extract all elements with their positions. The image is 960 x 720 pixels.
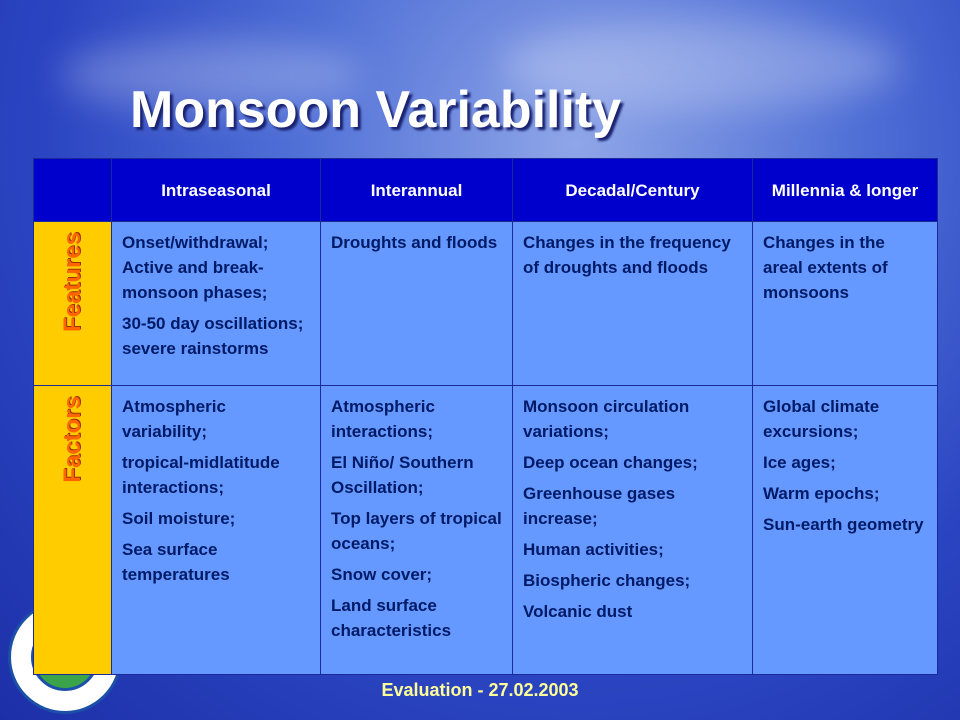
cell-text: El Niño/ Southern Oscillation; <box>331 452 474 497</box>
cell-text: Soil moisture; <box>122 508 236 528</box>
table-body: Features Onset/withdrawal; Active and bre… <box>33 221 938 676</box>
cell-text: Sea surface temperatures <box>122 539 230 584</box>
cell-text: Atmospheric interactions; <box>331 396 435 441</box>
column-header: Intraseasonal <box>111 158 321 222</box>
table-row: Features Onset/withdrawal; Active and bre… <box>33 221 938 386</box>
table-cell: Monsoon circulation variations; Deep ocea… <box>512 384 753 676</box>
table-cell: Changes in the areal extents of monsoons <box>752 221 938 386</box>
cell-text: Warm epochs; <box>763 483 880 503</box>
table-row: Factors Atmospheric variability; tropical-… <box>33 384 938 676</box>
column-header: Interannual <box>320 158 513 222</box>
cell-text: Atmospheric variability; <box>122 396 226 441</box>
cell-text: Deep ocean changes; <box>523 452 698 472</box>
column-header: Decadal/Century <box>512 158 753 222</box>
table-cell: Global climate excursions; Ice ages; Warm … <box>752 384 938 676</box>
cell-text: Changes in the areal extents of monsoons <box>763 233 888 302</box>
cell-text: Monsoon circulation variations; <box>523 396 690 441</box>
cell-text: Droughts and floods <box>331 233 498 252</box>
cell-text: Ice ages; <box>763 452 836 472</box>
cell-text: Greenhouse gases increase; <box>523 483 676 528</box>
row-label-cell: Factors <box>33 384 112 676</box>
table-cell: Onset/withdrawal; Active and break-monso… <box>111 221 321 386</box>
table-cell: Droughts and floods <box>320 221 513 386</box>
corner-cell <box>33 158 112 222</box>
table-cell: Atmospheric variability; tropical-midlati… <box>111 384 321 676</box>
table-cell: Changes in the frequency of droughts and… <box>512 221 753 386</box>
header-row: Intraseasonal Interannual Decadal/Century M… <box>33 158 938 222</box>
cell-text: Changes in the frequency of droughts and… <box>523 233 731 277</box>
cell-text: Sun-earth geometry <box>763 514 924 534</box>
table-cell: Atmospheric interactions; El Niño/ Southe… <box>320 384 513 676</box>
cell-text: Land surface characteristics <box>331 595 452 640</box>
row-label: Features <box>59 232 86 333</box>
cell-text: 30-50 day oscillations; severe rainstorm… <box>122 314 304 358</box>
footer: Evaluation - 27.02.2003 <box>381 680 579 700</box>
column-header: Millennia & longer <box>752 158 938 222</box>
cell-text: Biospheric changes; <box>523 570 691 590</box>
cell-text: tropical-midlatitude interactions; <box>122 452 280 497</box>
slide-title: Monsoon Variability <box>130 81 622 139</box>
cell-text: Human activities; <box>523 539 664 559</box>
cell-text: Snow cover; <box>331 564 433 584</box>
cloud <box>60 40 360 110</box>
cell-text: Global climate excursions; <box>763 396 880 441</box>
cell-text: Onset/withdrawal; Active and break-monso… <box>122 233 269 302</box>
cell-text: Top layers of tropical oceans; <box>331 508 502 553</box>
cloud <box>500 20 900 110</box>
table: Intraseasonal Interannual Decadal/Century M… <box>33 158 938 676</box>
row-label-cell: Features <box>33 221 112 386</box>
row-label: Factors <box>59 395 86 483</box>
cell-text: Volcanic dust <box>523 601 633 621</box>
